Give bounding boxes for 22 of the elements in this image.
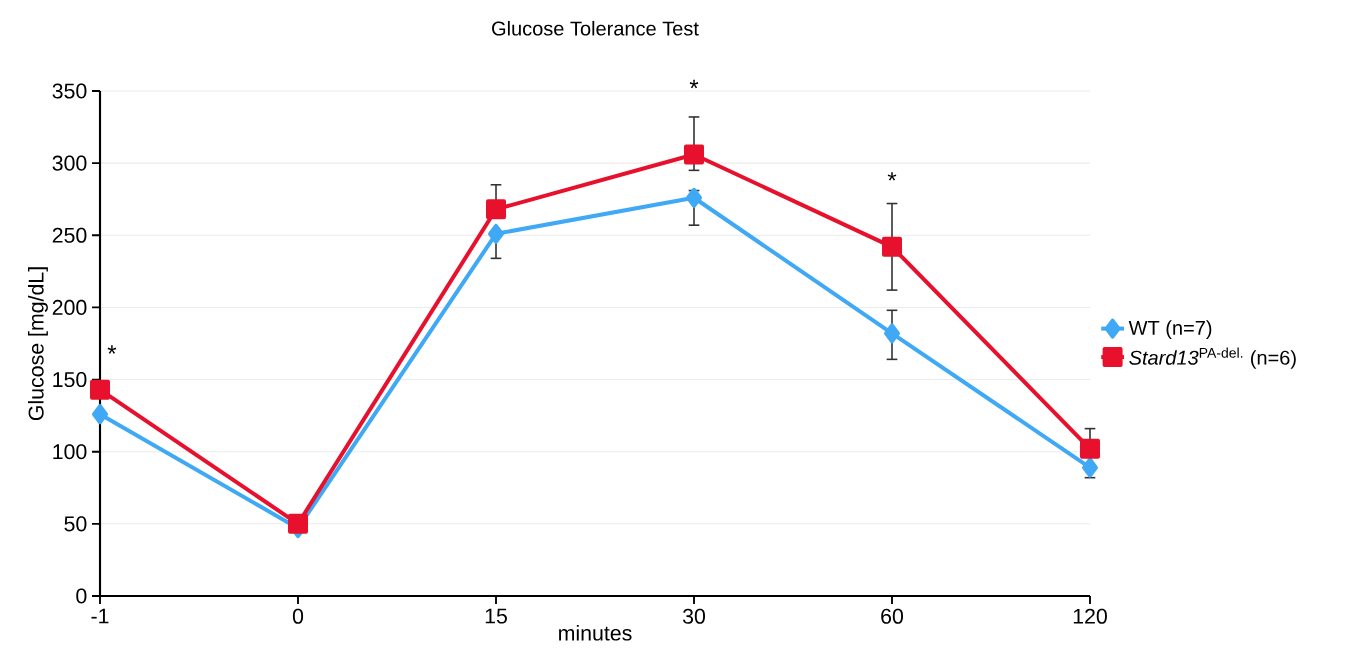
- y-tick-label: 150: [53, 372, 87, 388]
- text: *: [689, 79, 699, 89]
- legend-label: Stard13$^{PA-del.}$ (n=6): [1129, 347, 1296, 369]
- y-tick-label: 350: [52, 83, 87, 99]
- chart-title: Glucose Tolerance Test: [492, 20, 699, 36]
- legend-label: WT (n=7): [1128, 320, 1212, 339]
- x-axis-title: minutes: [559, 624, 632, 641]
- y-axis-title: Glucose [mg/dL]: [28, 267, 48, 421]
- x-tick-label: -1: [91, 608, 109, 624]
- y-tick-label: 200: [52, 299, 87, 315]
- x-tick-label: 30: [682, 608, 706, 624]
- x-tick-label: 0: [292, 608, 304, 624]
- y-tick-label: 300: [52, 155, 87, 171]
- y-tick-label: 50: [64, 516, 87, 532]
- y-tick-label: 0: [76, 588, 87, 604]
- x-tick-label: 15: [485, 608, 507, 624]
- y-tick-label: 100: [53, 444, 87, 460]
- x-tick-label: 120: [1073, 608, 1107, 624]
- y-tick-label: 250: [52, 227, 87, 243]
- annotation: *: [107, 345, 117, 354]
- x-tick-label: 60: [881, 608, 904, 624]
- annotation: *: [887, 172, 897, 181]
